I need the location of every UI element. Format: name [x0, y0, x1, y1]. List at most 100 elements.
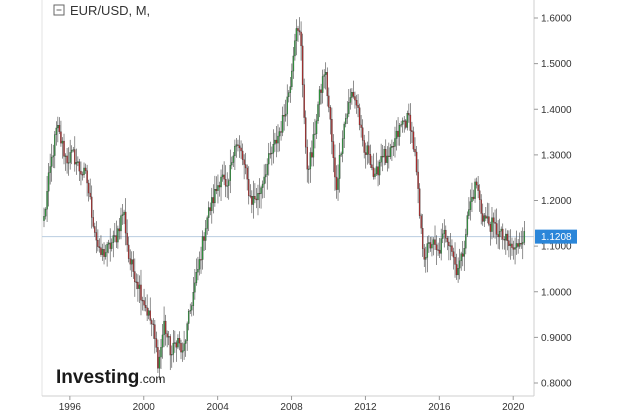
candle-body-down [448, 241, 450, 246]
candle [365, 142, 367, 169]
candle [49, 153, 51, 185]
candle [175, 340, 178, 362]
candle-body-up [61, 140, 64, 144]
candle [298, 17, 301, 36]
candle [517, 239, 519, 254]
candle [243, 154, 245, 180]
candle-body-up [107, 242, 110, 245]
candle [288, 90, 290, 103]
candle-body-down [502, 228, 504, 240]
candle-body-down [354, 96, 356, 101]
x-tick-label: 2016 [428, 402, 451, 413]
candle [55, 121, 58, 146]
candle-body-up [491, 217, 493, 232]
candle-body-up [229, 164, 231, 181]
candle [151, 318, 153, 337]
candle-body-down [81, 174, 84, 176]
candle [241, 143, 244, 166]
candle-body-down [169, 336, 171, 356]
candle [451, 239, 453, 257]
candle-body-up [72, 149, 74, 151]
candle [309, 147, 312, 183]
candle-body-up [160, 347, 162, 358]
y-tick-label: 1.0000 [541, 287, 572, 298]
candle [209, 202, 211, 216]
candle-body-up [466, 215, 469, 235]
candle-body-up [64, 155, 67, 157]
candle-body-down [254, 196, 256, 200]
candle-body-up [47, 172, 50, 192]
candle [217, 174, 219, 204]
candle-body-up [449, 245, 452, 247]
candle [66, 148, 68, 174]
candle-body-down [100, 247, 102, 255]
candle [465, 228, 467, 255]
candle-body-up [268, 153, 270, 165]
candle-body-down [149, 310, 151, 321]
candle [206, 215, 208, 235]
candle [515, 230, 518, 255]
candle-body-up [431, 244, 433, 249]
candle-body-up [271, 152, 273, 155]
candle-body-down [124, 211, 127, 234]
y-tick-label: 1.4000 [541, 105, 572, 116]
candle-body-up [197, 269, 199, 273]
candle-body-down [203, 236, 205, 241]
candle [246, 164, 248, 191]
candle-body-up [483, 215, 486, 222]
candle-body-up [235, 144, 238, 147]
candle-body-up [214, 189, 216, 204]
candle-body-down [60, 131, 62, 144]
candle [454, 242, 456, 278]
candle [249, 184, 252, 199]
candle-body-down [352, 92, 355, 97]
y-tick-label: 1.1000 [541, 242, 572, 253]
candle-body-up [186, 323, 188, 341]
candle [345, 113, 347, 128]
candle-body-up [441, 233, 444, 239]
candle [177, 334, 179, 350]
candle-body-up [70, 149, 73, 153]
candle-body-down [215, 189, 218, 191]
candle [304, 110, 307, 154]
candle [306, 139, 308, 183]
candle-body-down [80, 170, 82, 175]
candle-body-down [127, 244, 130, 259]
candle-body-up [177, 338, 179, 348]
candle [80, 161, 82, 186]
candle-body-down [74, 149, 76, 165]
candle-body-down [95, 232, 98, 241]
candle-body-up [383, 149, 385, 158]
candle-body-down [357, 105, 359, 108]
candle [380, 143, 382, 167]
candle-body-down [381, 156, 384, 158]
candle-body-up [425, 257, 427, 260]
candle [183, 330, 185, 360]
candle [405, 119, 407, 130]
candle-body-down [90, 196, 93, 218]
candle-body-up [231, 162, 233, 166]
brand-name: Investing [56, 367, 139, 388]
candle [320, 83, 322, 105]
current-price-badge: 1.1208 [535, 229, 577, 244]
candle-body-down [298, 30, 301, 33]
candle [112, 230, 115, 258]
candle-body-down [475, 181, 478, 186]
candle-body-down [86, 170, 88, 184]
candle [271, 146, 273, 166]
brand-logo: Investing.com [56, 367, 165, 388]
candle-body-down [126, 232, 128, 246]
candle-body-up [289, 86, 292, 93]
candle [111, 238, 113, 252]
candle [403, 116, 405, 133]
candle [252, 180, 255, 219]
candle-body-down [445, 229, 447, 239]
candle [338, 142, 341, 193]
candle-body-up [321, 76, 324, 93]
candle-body-down [446, 238, 449, 243]
candle [491, 207, 493, 240]
candle [278, 127, 281, 152]
candle [272, 129, 275, 164]
chart-title-group: EUR/USD, M, [53, 3, 150, 18]
candle [363, 134, 365, 159]
